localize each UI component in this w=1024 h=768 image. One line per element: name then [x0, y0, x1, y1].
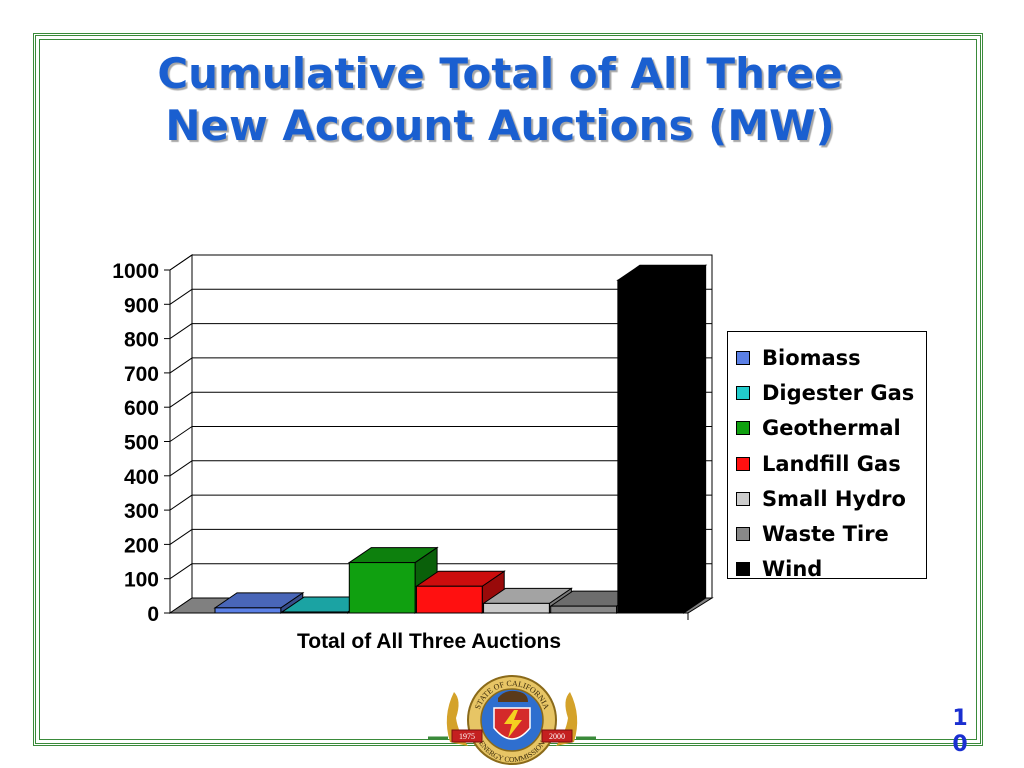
- bar-geothermal: [347, 546, 439, 614]
- page-number: 1 0: [948, 706, 972, 758]
- slide-title: Cumulative Total of All Three New Accoun…: [60, 48, 940, 152]
- bar-biomass: [213, 591, 305, 614]
- legend-label-landfill-gas: Landfill Gas: [762, 451, 901, 476]
- legend-swatch-geothermal: [736, 421, 750, 436]
- legend-swatch-landfill-gas: [736, 456, 750, 471]
- seal-lightning-bolt-icon: [504, 710, 522, 738]
- y-tick-label-100: 100: [124, 569, 159, 592]
- bar-front-landfill-gas: [415, 585, 483, 614]
- legend-swatch-wind: [736, 562, 750, 577]
- legend-label-digester-gas: Digester Gas: [762, 380, 915, 405]
- x-axis-category-label: Total of All Three Auctions: [297, 630, 561, 653]
- seal-ribbon-left: [451, 729, 483, 743]
- bar-front-small-hydro: [483, 602, 550, 614]
- y-tick-label-800: 800: [124, 329, 159, 352]
- legend-label-geothermal: Geothermal: [762, 416, 901, 441]
- y-tick-label-0: 0: [147, 603, 159, 626]
- chart-legend: Biomass Digester Gas Geothermal Landfill…: [727, 331, 927, 581]
- legend-label-waste-tire: Waste Tire: [762, 522, 889, 547]
- legend-item-biomass: Biomass: [736, 340, 926, 375]
- seal-year-left: 1975: [459, 732, 475, 741]
- legend-swatch-small-hydro: [736, 491, 750, 506]
- y-tick-label-1000: 1000: [112, 260, 159, 283]
- bar-landfill-gas: [414, 570, 506, 614]
- bar-front-wind: [617, 279, 685, 614]
- legend-item-landfill-gas: Landfill Gas: [736, 446, 926, 481]
- legend-swatch-waste-tire: [736, 527, 750, 542]
- energy-commission-seal: STATE OF CALIFORNIA ENERGY COMMISSION 19…: [428, 675, 596, 765]
- y-tick-label-200: 200: [124, 534, 159, 557]
- gridline-side-900: [169, 288, 193, 305]
- slide-title-line-1: Cumulative Total of All Three: [157, 49, 843, 98]
- bar-front-biomass: [214, 607, 282, 614]
- legend-item-geothermal: Geothermal: [736, 411, 926, 446]
- bar-front-waste-tire: [550, 605, 618, 614]
- seal-ribbon-right: [541, 729, 573, 743]
- legend-item-small-hydro: Small Hydro: [736, 481, 926, 516]
- legend-label-wind: Wind: [762, 557, 823, 582]
- legend-swatch-biomass: [736, 350, 750, 365]
- gridline-side-800: [169, 323, 193, 340]
- slide-title-line-2: New Account Auctions (MW): [165, 101, 835, 150]
- legend-swatch-digester-gas: [736, 385, 750, 400]
- gridline-side-400: [169, 460, 193, 477]
- gridline-side-300: [169, 494, 193, 511]
- gridline-side-700: [169, 357, 193, 374]
- page-number-line-2: 0: [952, 732, 968, 757]
- bar-front-geothermal: [348, 562, 416, 614]
- y-tick-label-400: 400: [124, 466, 159, 489]
- legend-label-small-hydro: Small Hydro: [762, 486, 906, 511]
- page-number-line-1: 1: [952, 706, 968, 731]
- bar-wind: [616, 264, 708, 614]
- y-tick-label-900: 900: [124, 294, 159, 317]
- gridline-side-1000: [169, 254, 193, 271]
- y-tick-label-700: 700: [124, 363, 159, 386]
- gridline-side-600: [169, 391, 193, 408]
- y-tick-label-300: 300: [124, 500, 159, 523]
- legend-item-digester-gas: Digester Gas: [736, 375, 926, 410]
- seal-bear-icon: [498, 690, 528, 702]
- legend-item-wind: Wind: [736, 552, 926, 587]
- legend-item-waste-tire: Waste Tire: [736, 516, 926, 551]
- gridline-side-500: [169, 426, 193, 442]
- y-tick-label-500: 500: [124, 432, 159, 455]
- legend-label-biomass: Biomass: [762, 345, 861, 370]
- y-tick-label-600: 600: [124, 397, 159, 420]
- seal-year-right: 2000: [549, 732, 565, 741]
- gridline-side-200: [169, 528, 193, 545]
- bar-side-wind: [683, 264, 707, 614]
- gridline-side-100: [169, 563, 193, 580]
